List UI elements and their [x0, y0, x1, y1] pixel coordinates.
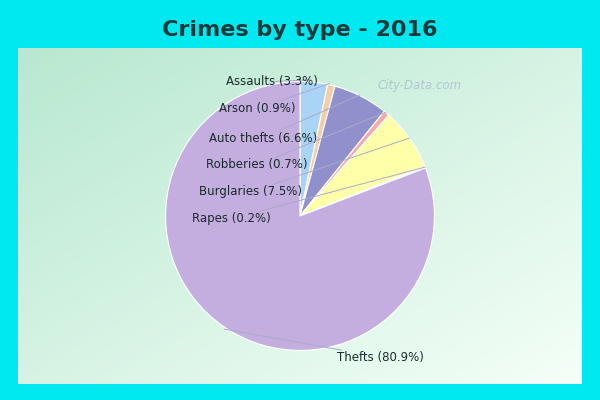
Text: Thefts (80.9%): Thefts (80.9%) [224, 329, 424, 364]
Wedge shape [300, 82, 328, 216]
Text: Burglaries (7.5%): Burglaries (7.5%) [199, 138, 410, 198]
Wedge shape [166, 82, 434, 350]
Text: Assaults (3.3%): Assaults (3.3%) [226, 75, 318, 88]
Wedge shape [300, 84, 335, 216]
Text: Rapes (0.2%): Rapes (0.2%) [193, 167, 425, 225]
Text: Crimes by type - 2016: Crimes by type - 2016 [162, 20, 438, 40]
Text: Robberies (0.7%): Robberies (0.7%) [206, 112, 386, 172]
Wedge shape [300, 111, 389, 216]
Wedge shape [300, 115, 425, 216]
Text: City-Data.com: City-Data.com [377, 79, 461, 92]
Wedge shape [300, 166, 425, 216]
Text: Auto thefts (6.6%): Auto thefts (6.6%) [209, 95, 359, 144]
Text: Arson (0.9%): Arson (0.9%) [220, 84, 329, 115]
Wedge shape [300, 86, 384, 216]
